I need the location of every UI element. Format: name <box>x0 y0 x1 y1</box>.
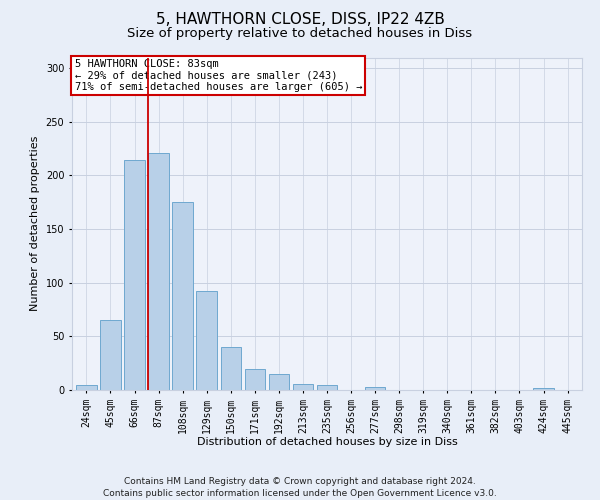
Bar <box>196 292 217 390</box>
X-axis label: Distribution of detached houses by size in Diss: Distribution of detached houses by size … <box>197 437 457 447</box>
Bar <box>533 388 554 390</box>
Text: 5, HAWTHORN CLOSE, DISS, IP22 4ZB: 5, HAWTHORN CLOSE, DISS, IP22 4ZB <box>155 12 445 28</box>
Bar <box>76 384 97 390</box>
Bar <box>245 368 265 390</box>
Text: Size of property relative to detached houses in Diss: Size of property relative to detached ho… <box>127 28 473 40</box>
Bar <box>172 202 193 390</box>
Bar <box>269 374 289 390</box>
Bar <box>293 384 313 390</box>
Bar <box>365 387 385 390</box>
Bar <box>148 153 169 390</box>
Bar <box>100 320 121 390</box>
Bar <box>124 160 145 390</box>
Bar <box>221 347 241 390</box>
Y-axis label: Number of detached properties: Number of detached properties <box>30 136 40 312</box>
Text: Contains HM Land Registry data © Crown copyright and database right 2024.
Contai: Contains HM Land Registry data © Crown c… <box>103 476 497 498</box>
Bar <box>317 384 337 390</box>
Text: 5 HAWTHORN CLOSE: 83sqm
← 29% of detached houses are smaller (243)
71% of semi-d: 5 HAWTHORN CLOSE: 83sqm ← 29% of detache… <box>74 59 362 92</box>
